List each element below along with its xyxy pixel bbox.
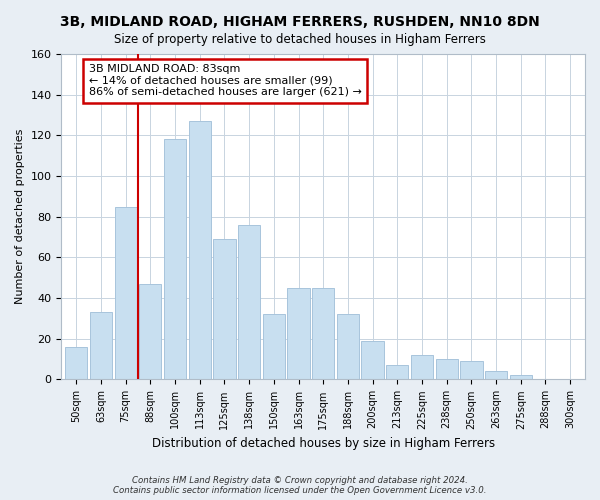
Text: Contains HM Land Registry data © Crown copyright and database right 2024.
Contai: Contains HM Land Registry data © Crown c… <box>113 476 487 495</box>
Bar <box>509 376 532 380</box>
Bar <box>312 288 334 380</box>
Text: Size of property relative to detached houses in Higham Ferrers: Size of property relative to detached ho… <box>114 32 486 46</box>
Bar <box>115 206 137 380</box>
Bar <box>139 284 161 380</box>
Bar <box>213 239 236 380</box>
Bar <box>263 314 285 380</box>
Y-axis label: Number of detached properties: Number of detached properties <box>15 129 25 304</box>
Text: 3B MIDLAND ROAD: 83sqm
← 14% of detached houses are smaller (99)
86% of semi-det: 3B MIDLAND ROAD: 83sqm ← 14% of detached… <box>89 64 361 98</box>
Bar <box>287 288 310 380</box>
Bar <box>386 365 409 380</box>
Bar <box>411 355 433 380</box>
Bar <box>436 359 458 380</box>
Bar <box>361 341 384 380</box>
X-axis label: Distribution of detached houses by size in Higham Ferrers: Distribution of detached houses by size … <box>152 437 495 450</box>
Bar <box>164 140 186 380</box>
Bar <box>485 372 507 380</box>
Bar <box>90 312 112 380</box>
Bar <box>188 121 211 380</box>
Bar <box>65 347 88 380</box>
Bar <box>460 361 482 380</box>
Text: 3B, MIDLAND ROAD, HIGHAM FERRERS, RUSHDEN, NN10 8DN: 3B, MIDLAND ROAD, HIGHAM FERRERS, RUSHDE… <box>60 15 540 29</box>
Bar <box>238 225 260 380</box>
Bar <box>337 314 359 380</box>
